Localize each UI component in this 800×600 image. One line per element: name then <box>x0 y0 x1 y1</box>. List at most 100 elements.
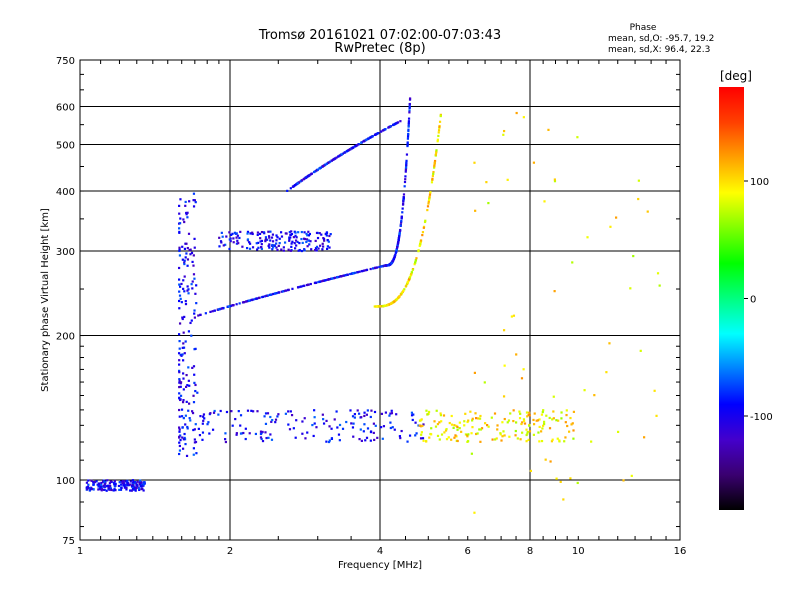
data-point <box>186 425 189 429</box>
data-point <box>301 432 304 435</box>
data-point <box>576 136 579 139</box>
data-point <box>439 114 442 117</box>
data-point <box>372 431 375 435</box>
data-point <box>560 411 563 414</box>
data-point <box>288 239 291 242</box>
data-point <box>195 284 198 287</box>
data-point <box>321 242 324 245</box>
data-point <box>518 410 521 413</box>
data-point <box>203 417 206 420</box>
data-point <box>245 246 249 250</box>
data-point <box>332 158 335 161</box>
data-point <box>337 275 340 279</box>
data-point <box>317 247 320 250</box>
data-point <box>473 511 476 514</box>
data-point <box>106 479 109 482</box>
data-point <box>296 240 299 244</box>
data-point <box>193 312 196 315</box>
data-point <box>408 97 412 100</box>
data-point <box>392 123 395 127</box>
data-point <box>184 442 187 446</box>
data-point <box>190 251 194 255</box>
data-point <box>404 285 407 288</box>
data-point <box>232 304 235 307</box>
data-point <box>402 193 406 196</box>
data-point <box>184 302 188 306</box>
data-point <box>349 409 352 412</box>
data-point <box>411 418 414 422</box>
data-point <box>471 426 474 429</box>
data-point <box>126 479 129 482</box>
data-point <box>433 420 436 423</box>
data-point <box>410 414 414 417</box>
data-point <box>184 340 187 343</box>
data-point <box>424 219 427 222</box>
data-point <box>246 230 250 233</box>
data-point <box>185 213 188 216</box>
data-point <box>543 423 546 426</box>
data-point <box>184 256 187 259</box>
data-point <box>388 126 391 129</box>
data-point <box>178 254 182 257</box>
data-point <box>186 384 189 387</box>
data-point <box>305 232 308 236</box>
data-point <box>526 415 529 418</box>
x-tick-label: 4 <box>377 546 383 557</box>
data-point <box>495 437 498 440</box>
data-point <box>392 300 396 303</box>
data-point <box>301 420 304 423</box>
data-point <box>535 419 538 422</box>
data-point <box>103 484 107 487</box>
data-point <box>180 408 184 411</box>
data-point <box>487 201 490 205</box>
data-point <box>373 438 376 442</box>
data-point <box>142 481 146 484</box>
y-tick-label: 200 <box>56 332 75 343</box>
data-point <box>296 182 299 185</box>
data-point <box>317 280 320 284</box>
data-point <box>189 419 192 422</box>
y-tick-label: 300 <box>56 247 75 258</box>
data-point <box>470 432 473 435</box>
data-point <box>549 460 552 463</box>
data-point <box>324 279 327 282</box>
data-point <box>571 422 574 425</box>
data-point <box>178 452 181 456</box>
data-point <box>564 421 567 424</box>
data-point <box>193 277 196 280</box>
data-point <box>251 298 254 301</box>
data-point <box>404 175 407 178</box>
data-point <box>277 413 280 416</box>
data-point <box>646 210 649 213</box>
data-point <box>89 488 92 491</box>
data-point <box>183 290 186 293</box>
data-point <box>182 417 185 420</box>
data-point <box>456 428 459 431</box>
data-point <box>565 413 568 417</box>
data-point <box>124 486 127 489</box>
data-point <box>248 299 251 302</box>
data-point <box>558 439 561 442</box>
data-point <box>438 421 441 424</box>
data-point <box>126 482 129 485</box>
data-point <box>183 315 186 319</box>
data-point <box>572 410 576 413</box>
data-point <box>363 423 366 426</box>
data-point <box>419 425 423 428</box>
data-point <box>212 411 216 414</box>
data-point <box>239 424 242 427</box>
data-point <box>509 412 512 415</box>
data-point <box>321 165 325 168</box>
data-point <box>100 488 104 491</box>
data-point <box>196 391 199 394</box>
data-point <box>548 427 552 430</box>
data-point <box>475 432 478 436</box>
data-point <box>411 268 414 271</box>
data-point <box>532 161 536 164</box>
data-point <box>213 409 216 413</box>
data-point <box>181 245 184 248</box>
data-point <box>276 248 279 252</box>
data-point <box>313 249 317 252</box>
data-point <box>287 248 290 251</box>
data-point <box>105 489 108 492</box>
